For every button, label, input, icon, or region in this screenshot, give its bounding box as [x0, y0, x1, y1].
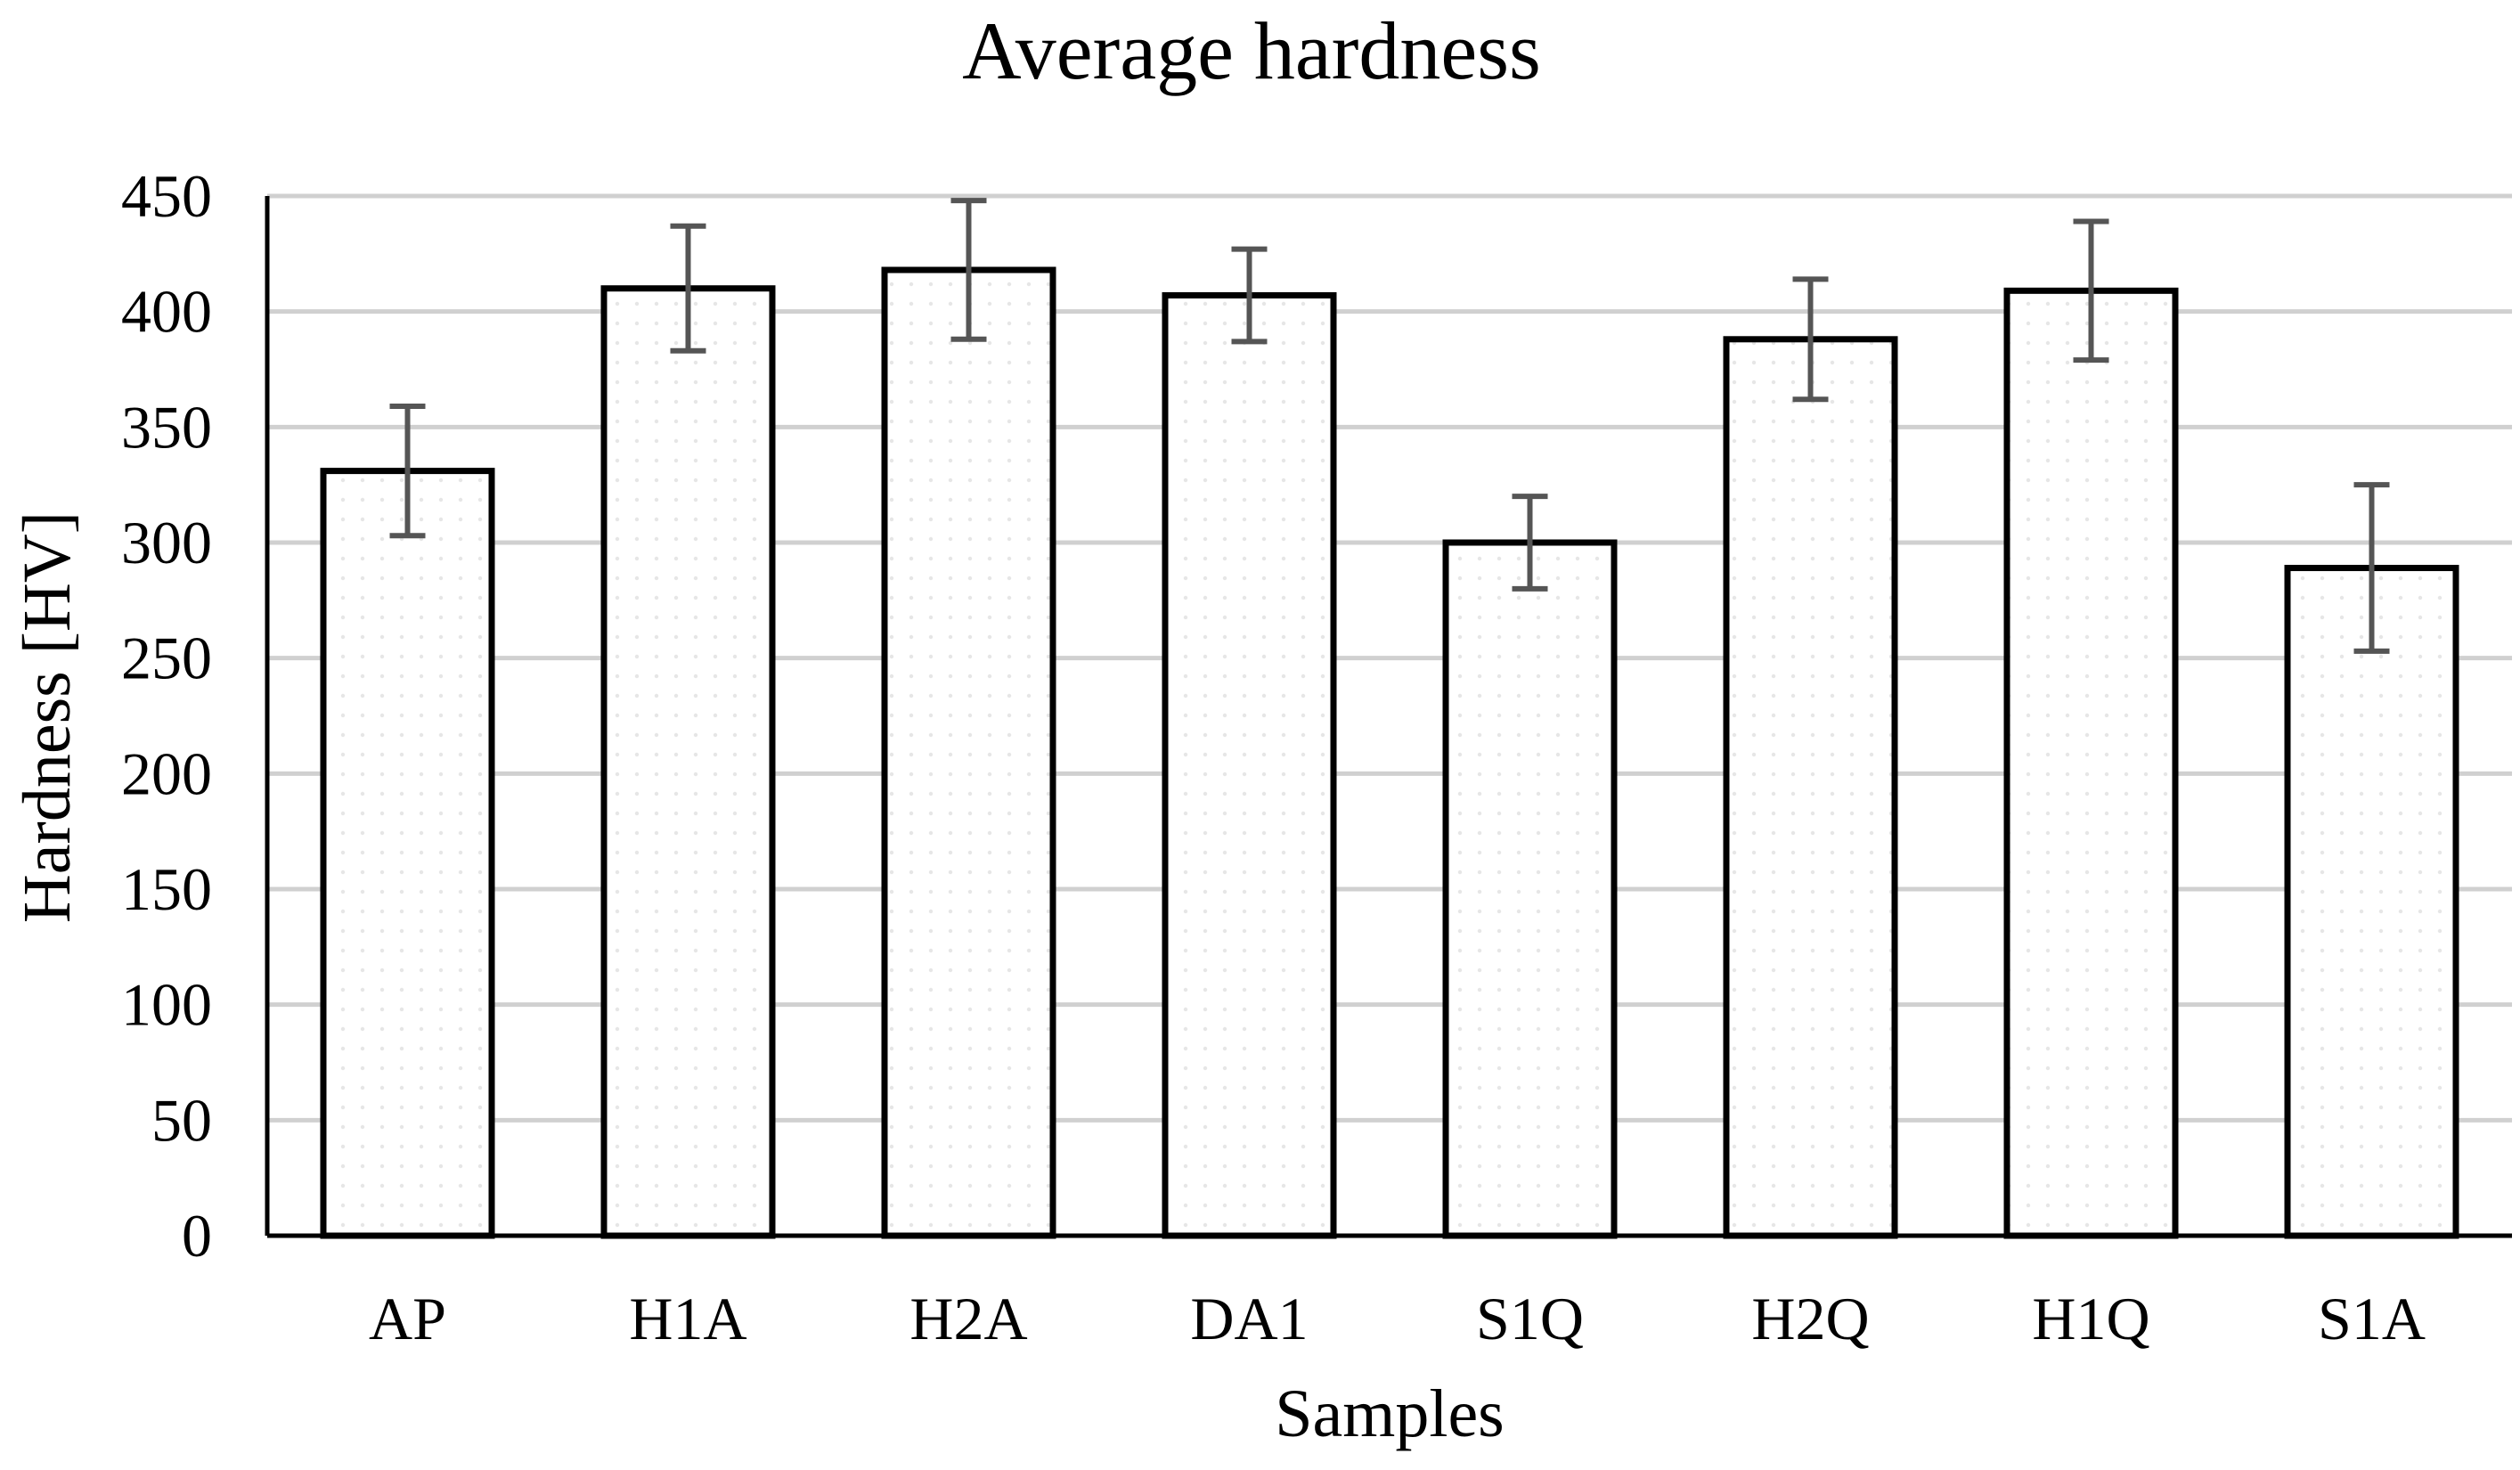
- bar-ap: [320, 468, 495, 1239]
- bar-da1: [1162, 292, 1337, 1239]
- y-tick-label: 400: [121, 278, 212, 346]
- error-bar-h1a: [670, 223, 706, 354]
- error-bar-da1: [1231, 246, 1268, 345]
- y-tick-label: 150: [121, 855, 212, 923]
- bar-h2q: [1723, 336, 1898, 1239]
- x-tick-labels: AP H1A H2A DA1 S1Q H2Q H1Q S1A: [369, 1285, 2426, 1352]
- y-axis-title: Hardness [HV]: [10, 511, 85, 923]
- error-bars: [389, 198, 2390, 654]
- x-tick-label: S1A: [2318, 1285, 2426, 1352]
- bar-h2a: [881, 266, 1056, 1239]
- y-tick-label: 300: [121, 509, 212, 576]
- y-tick-label: 50: [151, 1086, 212, 1154]
- x-tick-label: H2A: [909, 1285, 1027, 1352]
- bar-h1q: [2003, 287, 2179, 1239]
- y-tick-label: 250: [121, 625, 212, 692]
- error-bar-s1a: [2353, 482, 2390, 654]
- x-tick-label: AP: [369, 1285, 446, 1352]
- y-tick-label: 350: [121, 393, 212, 461]
- y-tick-label: 0: [182, 1202, 212, 1270]
- error-bar-ap: [389, 403, 426, 539]
- x-axis-title: Samples: [1275, 1376, 1505, 1451]
- x-tick-label: H2Q: [1751, 1285, 1869, 1352]
- y-tick-label: 200: [121, 739, 212, 807]
- chart-title: Average hardness: [962, 5, 1541, 96]
- y-tick-label: 100: [121, 971, 212, 1039]
- x-tick-label: H1Q: [2032, 1285, 2149, 1352]
- bar-h1a: [600, 285, 776, 1239]
- error-bar-s1q: [1512, 494, 1548, 592]
- x-tick-label: H1A: [629, 1285, 746, 1352]
- error-bar-h2q: [1792, 276, 1829, 403]
- error-bar-h1q: [2073, 218, 2109, 363]
- bar-s1q: [1442, 539, 1618, 1239]
- error-bar-h2a: [950, 198, 987, 342]
- y-tick-labels: 0 50 100 150 200 250 300 350 400 450: [121, 162, 212, 1270]
- y-tick-label: 450: [121, 162, 212, 230]
- bar-s1a: [2284, 565, 2459, 1239]
- x-tick-label: S1Q: [1476, 1285, 1584, 1352]
- x-tick-label: DA1: [1190, 1285, 1308, 1352]
- bars: [320, 266, 2459, 1239]
